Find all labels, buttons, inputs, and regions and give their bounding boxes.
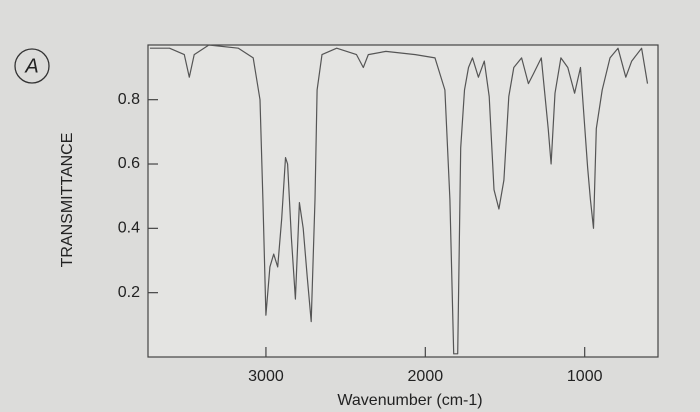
y-tick-label: 0.8	[118, 91, 140, 108]
plot-frame	[147, 44, 659, 358]
y-tick-label: 0.4	[118, 220, 140, 237]
y-tick-label: 0.6	[118, 155, 140, 172]
x-tick-label: 3000	[248, 368, 284, 385]
annotation-circle	[14, 48, 50, 84]
y-axis-label: TRANSMITTANCE	[59, 133, 76, 268]
spectrum-line	[149, 44, 649, 355]
annotation: A	[24, 55, 38, 77]
x-tick-label: 1000	[567, 368, 603, 385]
y-tick-label: 0.2	[118, 284, 140, 301]
x-axis-label: Wavenumber (cm-1)	[337, 392, 482, 409]
x-tick-label: 2000	[408, 368, 444, 385]
